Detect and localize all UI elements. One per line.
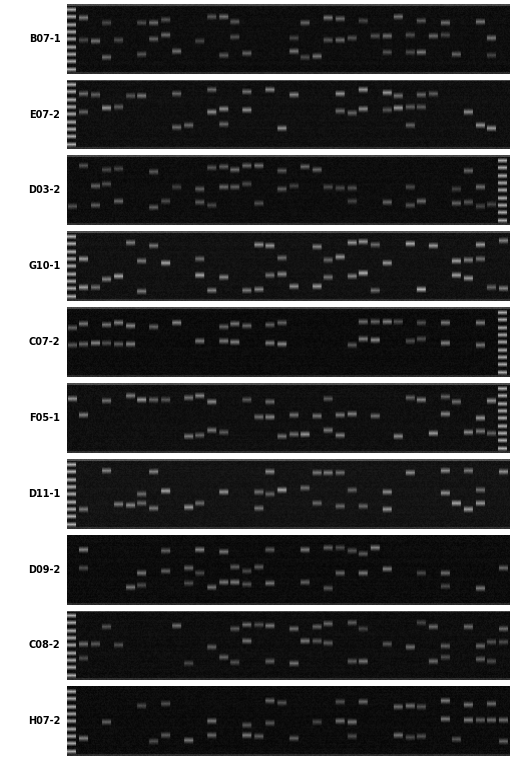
Text: D09-2: D09-2: [28, 565, 60, 575]
Text: E07-2: E07-2: [30, 109, 60, 119]
Text: F05-1: F05-1: [30, 413, 60, 423]
Text: D03-2: D03-2: [28, 185, 60, 195]
Text: C08-2: C08-2: [29, 641, 60, 651]
Text: C07-2: C07-2: [29, 337, 60, 347]
Text: B07-1: B07-1: [29, 33, 60, 43]
Text: D11-1: D11-1: [28, 489, 60, 499]
Text: G10-1: G10-1: [28, 261, 60, 271]
Text: H07-2: H07-2: [28, 717, 60, 727]
